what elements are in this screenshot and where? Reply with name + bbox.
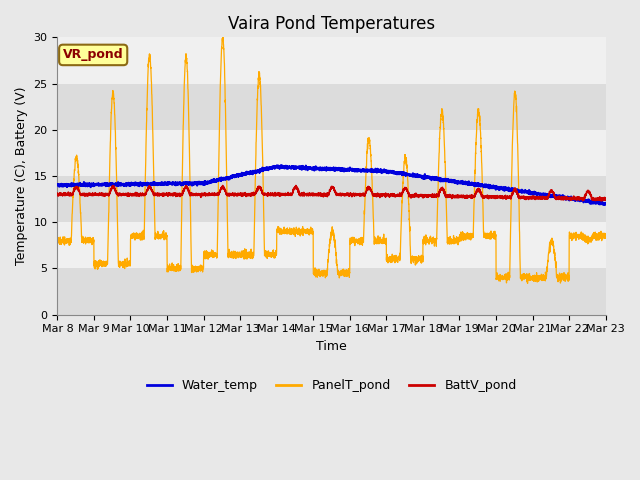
Text: VR_pond: VR_pond [63, 48, 124, 61]
Title: Vaira Pond Temperatures: Vaira Pond Temperatures [228, 15, 435, 33]
Legend: Water_temp, PanelT_pond, BattV_pond: Water_temp, PanelT_pond, BattV_pond [141, 374, 522, 397]
Bar [58, 84, 605, 130]
X-axis label: Time: Time [316, 340, 347, 353]
Y-axis label: Temperature (C), Battery (V): Temperature (C), Battery (V) [15, 87, 28, 265]
Bar [58, 130, 605, 176]
Bar [58, 37, 605, 84]
Bar [58, 222, 605, 268]
Bar [58, 176, 605, 222]
Bar [58, 268, 605, 314]
